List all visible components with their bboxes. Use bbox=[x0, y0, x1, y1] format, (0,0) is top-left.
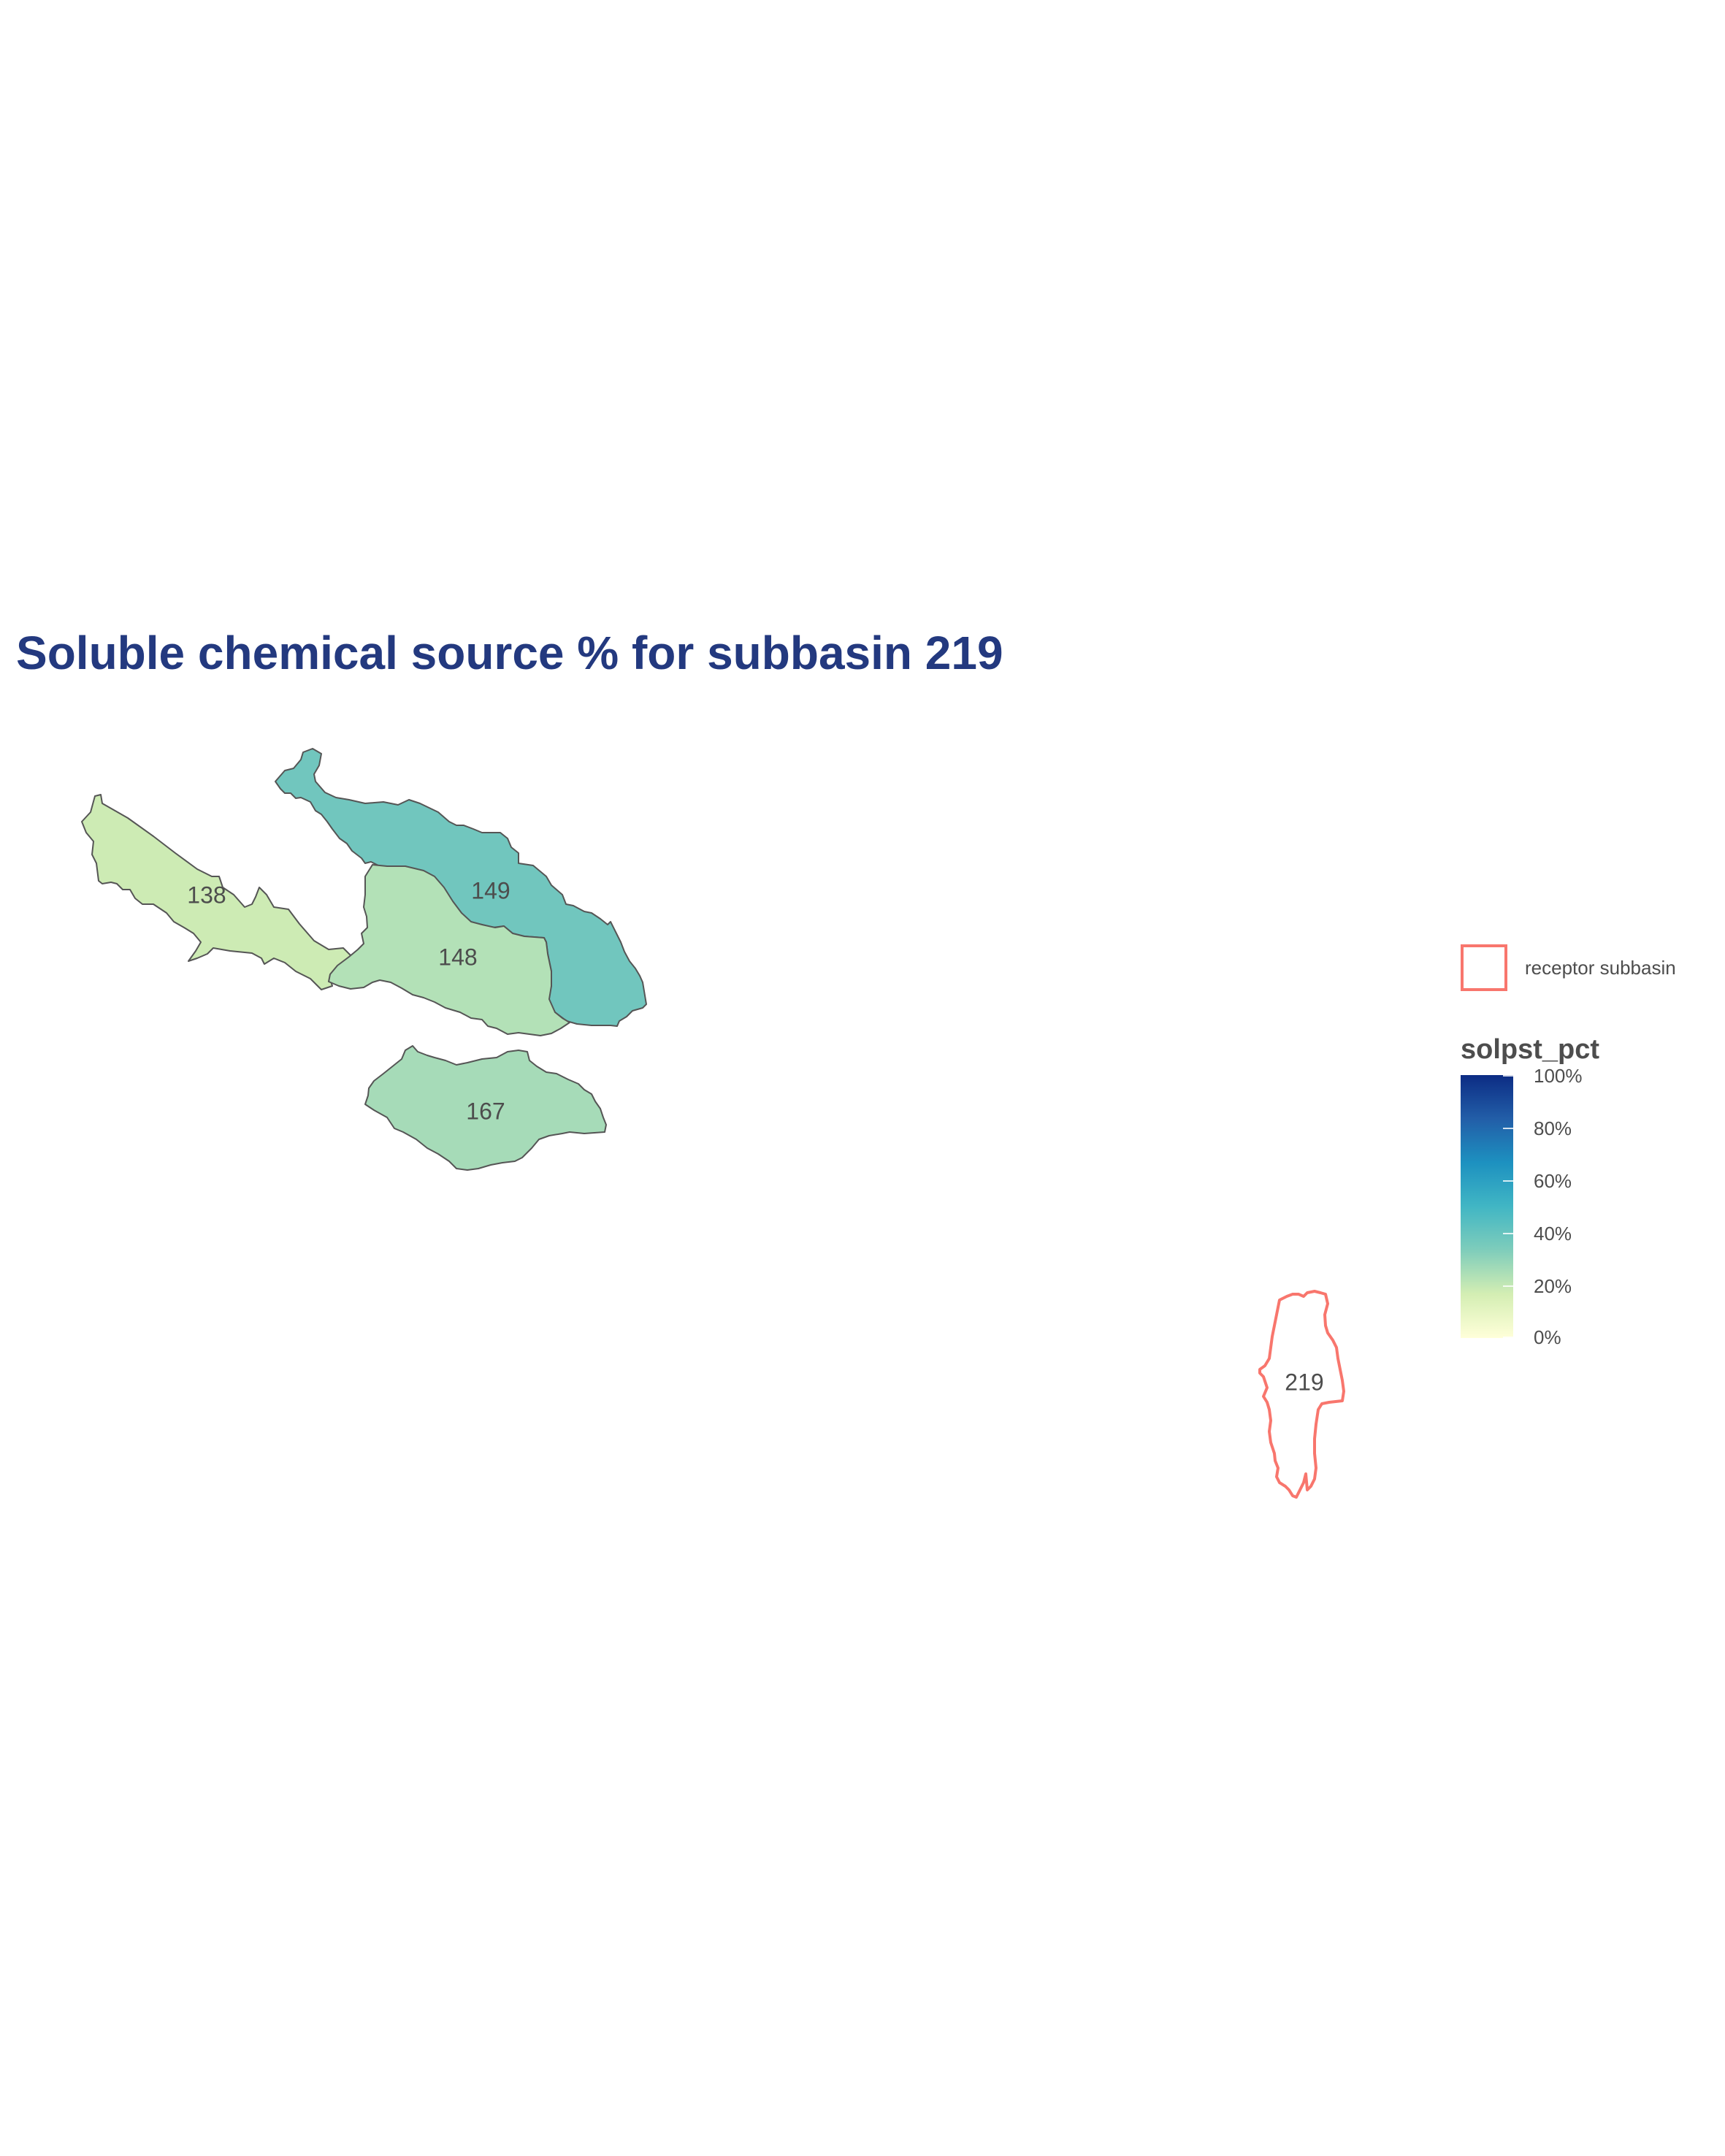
color-scale-title: solpst_pct bbox=[1461, 1034, 1600, 1065]
map-title: Soluble chemical source % for subbasin 2… bbox=[16, 627, 1003, 679]
receptor-legend-label: receptor subbasin bbox=[1525, 956, 1676, 979]
subbasin-138[interactable] bbox=[81, 794, 362, 990]
tick-mark bbox=[1503, 1337, 1513, 1338]
receptor-subbasin-219[interactable] bbox=[1258, 1290, 1345, 1499]
color-scale-legend: solpst_pct 100% 80% 60% 40% 20% 0% bbox=[1461, 1034, 1724, 1363]
label-167: 167 bbox=[466, 1098, 505, 1124]
tick-label-100: 100% bbox=[1534, 1065, 1583, 1087]
tick-mark bbox=[1503, 1233, 1513, 1234]
tick-mark bbox=[1503, 1075, 1513, 1077]
tick-mark bbox=[1503, 1128, 1513, 1129]
tick-label-60: 60% bbox=[1534, 1170, 1572, 1192]
label-219: 219 bbox=[1285, 1369, 1323, 1395]
label-138: 138 bbox=[187, 882, 226, 908]
subbasin-167[interactable] bbox=[364, 1045, 607, 1171]
tick-label-20: 20% bbox=[1534, 1275, 1572, 1297]
subbasin-149[interactable] bbox=[275, 748, 647, 1027]
tick-label-0: 0% bbox=[1534, 1326, 1561, 1348]
tick-mark bbox=[1503, 1285, 1513, 1287]
subbasin-148[interactable] bbox=[328, 864, 570, 1036]
tick-mark bbox=[1503, 1180, 1513, 1182]
receptor-legend-key bbox=[1461, 944, 1507, 991]
tick-label-40: 40% bbox=[1534, 1223, 1572, 1245]
label-149: 149 bbox=[471, 877, 510, 903]
receptor-legend: receptor subbasin bbox=[1461, 942, 1676, 993]
label-148: 148 bbox=[438, 944, 477, 970]
tick-label-80: 80% bbox=[1534, 1117, 1572, 1139]
colorbar bbox=[1461, 1075, 1513, 1338]
